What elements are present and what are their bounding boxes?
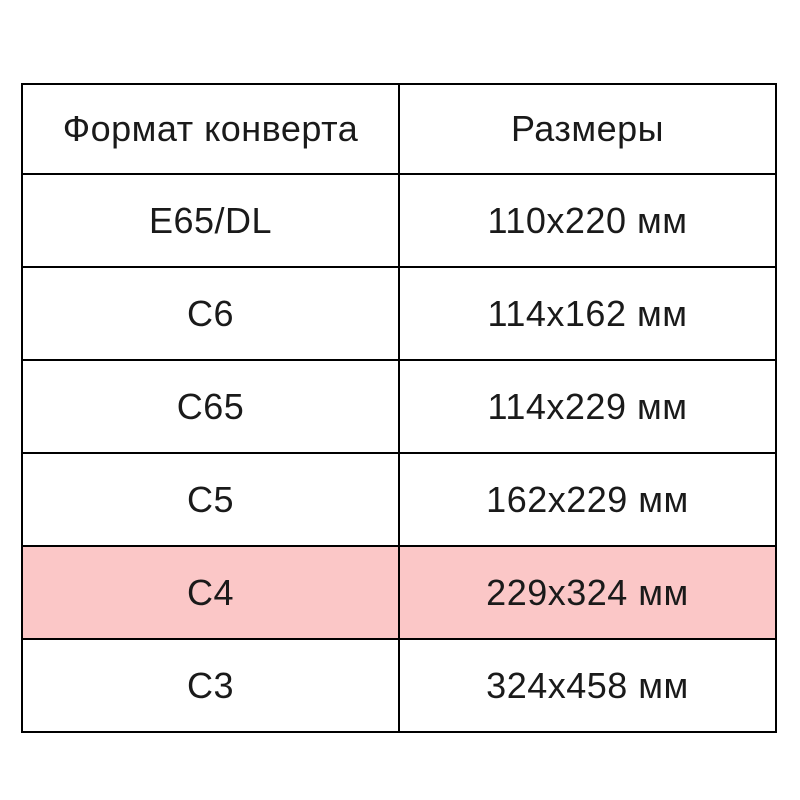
table-row: C5 162x229 мм — [21, 452, 777, 547]
format-cell: C4 — [21, 545, 400, 640]
table-row: C3 324x458 мм — [21, 638, 777, 733]
format-cell: C3 — [21, 638, 400, 733]
format-cell: C5 — [21, 452, 400, 547]
table-row: E65/DL 110x220 мм — [21, 173, 777, 268]
size-cell: 324x458 мм — [398, 638, 777, 733]
table-body: E65/DL 110x220 мм C6 114x162 мм C65 114x… — [21, 173, 777, 733]
envelope-formats-table: Формат конверта Размеры E65/DL 110x220 м… — [21, 83, 777, 733]
table-row-highlighted: C4 229x324 мм — [21, 545, 777, 640]
format-cell: C6 — [21, 266, 400, 361]
size-cell: 229x324 мм — [398, 545, 777, 640]
format-cell: C65 — [21, 359, 400, 454]
table-header: Формат конверта Размеры — [21, 83, 777, 175]
envelope-size-table-container: Формат конверта Размеры E65/DL 110x220 м… — [21, 83, 777, 733]
size-cell: 110x220 мм — [398, 173, 777, 268]
size-cell: 162x229 мм — [398, 452, 777, 547]
header-row: Формат конверта Размеры — [21, 83, 777, 175]
size-cell: 114x162 мм — [398, 266, 777, 361]
table-row: C6 114x162 мм — [21, 266, 777, 361]
sizes-column-header: Размеры — [398, 83, 777, 175]
size-cell: 114x229 мм — [398, 359, 777, 454]
table-row: C65 114x229 мм — [21, 359, 777, 454]
format-column-header: Формат конверта — [21, 83, 400, 175]
format-cell: E65/DL — [21, 173, 400, 268]
